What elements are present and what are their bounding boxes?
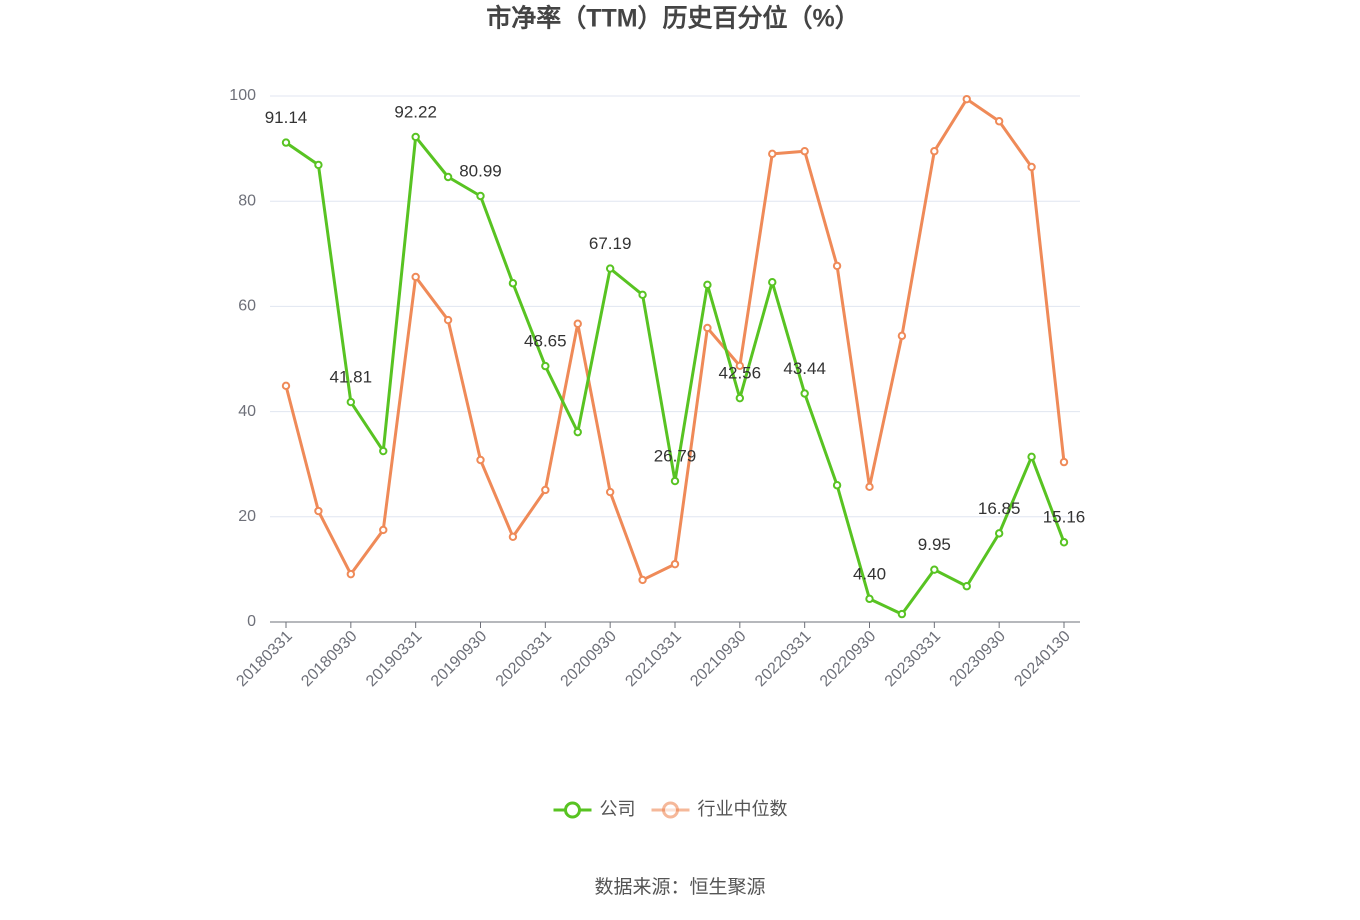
y-tick-label: 100 — [229, 87, 256, 104]
x-tick-label: 20210331 — [622, 628, 684, 690]
data-point — [1059, 457, 1069, 467]
data-point — [768, 278, 777, 287]
data-point — [638, 290, 647, 300]
data-label: 15.16 — [1043, 508, 1086, 527]
x-tick-label: 20200930 — [558, 628, 620, 690]
data-label: 67.19 — [589, 234, 632, 253]
data-point — [897, 609, 907, 619]
data-point — [832, 481, 842, 490]
legend-item[interactable]: 公司 — [553, 799, 636, 819]
x-tick-label: 20230930 — [947, 628, 1009, 690]
data-point — [476, 191, 485, 201]
data-point — [346, 569, 356, 579]
legend-swatch-marker — [564, 801, 581, 819]
y-tick-label: 60 — [238, 298, 256, 315]
series-line — [284, 97, 1066, 582]
data-point — [735, 393, 745, 403]
data-label: 4.40 — [853, 564, 886, 583]
data-point — [1027, 452, 1036, 462]
data-point — [865, 482, 874, 492]
data-point — [508, 279, 518, 288]
data-label: 9.95 — [918, 535, 951, 554]
y-tick-label: 0 — [247, 613, 256, 630]
data-point — [1027, 162, 1036, 172]
data-point — [930, 147, 939, 156]
x-tick-label: 20190331 — [363, 628, 425, 690]
source: 数据来源：恒生聚源 — [594, 876, 765, 898]
data-point — [443, 172, 453, 182]
data-point — [703, 280, 712, 290]
data-point — [897, 331, 907, 341]
legend-swatch-marker — [662, 801, 679, 819]
data-point — [638, 575, 647, 585]
data-point — [865, 594, 874, 604]
data-label: 92.22 — [394, 102, 437, 121]
data-point — [281, 138, 291, 147]
data-label: 16.85 — [978, 499, 1021, 518]
y-tick-label: 40 — [238, 403, 256, 420]
data-point — [541, 485, 550, 495]
x-tick-label: 20180930 — [298, 628, 360, 690]
data-point — [314, 506, 323, 516]
x-tick-label: 20240130 — [1011, 628, 1073, 690]
legend-label: 公司 — [600, 799, 636, 819]
data-point — [411, 272, 420, 282]
data-point — [605, 487, 615, 497]
chart-title: 市净率（TTM）历史百分位（%） — [486, 4, 860, 33]
data-point — [930, 565, 939, 574]
x-tick-label: 20180331 — [233, 628, 295, 690]
data-point — [800, 389, 809, 398]
data-point — [962, 582, 971, 591]
data-point — [541, 361, 550, 371]
data-point — [994, 117, 1004, 126]
x-tick-label: 20220331 — [752, 628, 814, 690]
legend-label: 行业中位数 — [698, 799, 788, 819]
y-tick-label: 20 — [238, 508, 256, 525]
data-label: 80.99 — [459, 161, 502, 180]
x-tick-label: 20230331 — [882, 628, 944, 690]
data-point — [605, 264, 615, 273]
data-point — [346, 397, 356, 407]
data-label: 41.81 — [330, 368, 373, 387]
data-point — [476, 455, 485, 465]
data-point — [703, 323, 712, 333]
x-tick-label: 20210930 — [687, 628, 749, 690]
data-label: 48.65 — [524, 332, 567, 351]
data-point — [768, 149, 777, 159]
data-point — [1059, 538, 1069, 547]
data-point — [314, 160, 323, 170]
legend-item[interactable]: 行业中位数 — [651, 799, 788, 819]
y-tick-label: 80 — [238, 192, 256, 209]
data-point — [508, 532, 518, 541]
data-label: 43.44 — [783, 359, 826, 378]
data-label: 26.79 — [654, 447, 697, 466]
data-point — [962, 94, 971, 104]
data-point — [994, 529, 1004, 538]
data-point — [379, 525, 388, 535]
data-point — [281, 381, 291, 391]
data-point — [670, 476, 680, 486]
data-point — [832, 261, 842, 271]
data-point — [800, 147, 809, 156]
x-tick-label: 20190930 — [428, 628, 490, 690]
data-point — [735, 361, 745, 371]
data-point — [443, 315, 453, 325]
data-point — [573, 319, 582, 328]
x-tick-label: 20220930 — [817, 628, 879, 690]
data-point — [379, 446, 388, 456]
data-label: 42.56 — [719, 364, 762, 383]
data-label: 91.14 — [265, 108, 308, 127]
data-point — [411, 132, 420, 142]
data-point — [573, 427, 582, 437]
x-tick-label: 20200331 — [493, 628, 555, 690]
data-point — [670, 559, 680, 569]
